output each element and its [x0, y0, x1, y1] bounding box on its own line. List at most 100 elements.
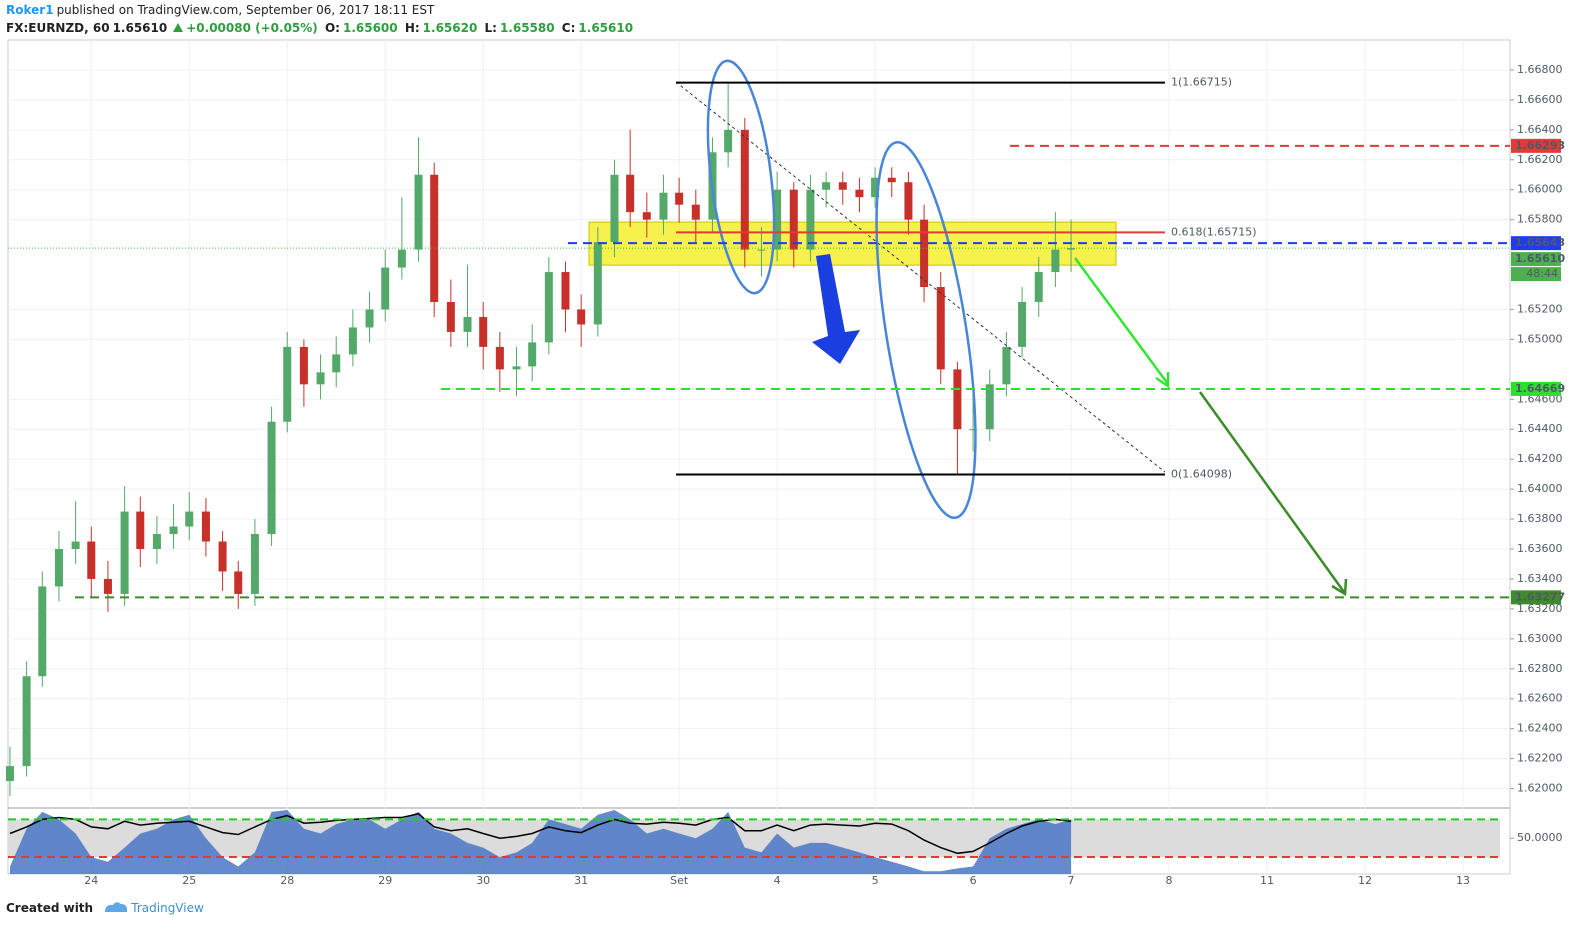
y-tick-label: 1.63400 [1517, 572, 1563, 585]
fib-label: 0(1.64098) [1171, 467, 1232, 480]
candle-body [675, 192, 684, 205]
candle-body [593, 242, 602, 325]
author: Roker1 [6, 3, 54, 17]
y-tick-label: 1.63600 [1517, 542, 1563, 555]
symbol: FX:EURNZD, 60 [6, 21, 110, 35]
candle-body [185, 511, 194, 527]
candle-body [397, 249, 406, 268]
candle-body [855, 189, 864, 198]
y-tick-label: 1.65800 [1517, 213, 1563, 226]
last-price-tag [1511, 252, 1561, 267]
y-tick-label: 1.62400 [1517, 722, 1563, 735]
logo [105, 902, 128, 912]
y-tick-label: 1.62000 [1517, 782, 1563, 795]
y-tick-label: 50.0000 [1517, 831, 1563, 844]
candle-body [544, 272, 553, 343]
candle-body [887, 177, 896, 183]
candle-body [283, 346, 292, 422]
candle-body [512, 366, 521, 370]
arrow-head [1155, 372, 1170, 389]
y-tick-label: 1.62600 [1517, 692, 1563, 705]
candle-body [54, 549, 63, 587]
candle-body [381, 267, 390, 310]
candle-body [838, 182, 847, 190]
candle-body [871, 177, 880, 198]
y-tick-label: 1.66200 [1517, 153, 1563, 166]
created-with: Created with [6, 901, 94, 915]
footer: Created with TradingView [6, 898, 204, 915]
candle-body [642, 212, 651, 220]
symbol-line: FX:EURNZD, 60 1.65610 +0.00080 (+0.05%) O:… [6, 21, 636, 35]
candle-body [218, 541, 227, 572]
x-tick-label: Set [670, 874, 689, 887]
candle-body [740, 129, 749, 250]
x-tick-label: 29 [378, 874, 392, 887]
candle-body [528, 342, 537, 367]
candle-body [495, 346, 504, 370]
drawings [675, 59, 1348, 597]
candle-body [1067, 248, 1076, 250]
candle-body [920, 219, 929, 288]
candle-body [659, 192, 668, 220]
x-tick-label: 13 [1456, 874, 1470, 887]
candle-body [446, 301, 455, 332]
fib-trend-line [675, 81, 1166, 473]
publish-line: Roker1 published on TradingView.com, Sept… [6, 3, 437, 17]
x-tick-label: 8 [1166, 874, 1173, 887]
y-tick-label: 1.62800 [1517, 662, 1563, 675]
candle-body [348, 327, 357, 355]
projection-arrow [1073, 257, 1170, 385]
level-label: 1.65643 [1515, 236, 1565, 249]
y-tick-label: 1.63800 [1517, 512, 1563, 525]
candle-body [87, 541, 96, 579]
candle-body [299, 346, 308, 385]
candle-body [414, 174, 423, 250]
y-tick-label: 1.64400 [1517, 422, 1563, 435]
candle-body [1034, 272, 1043, 302]
candle-body [806, 189, 815, 250]
level-label: 1.63277 [1515, 590, 1565, 603]
y-tick-label: 1.64000 [1517, 482, 1563, 495]
x-tick-label: 12 [1358, 874, 1372, 887]
candle-body [969, 429, 978, 431]
fib-label: 1(1.66715) [1171, 76, 1232, 89]
up-triangle [173, 23, 184, 32]
x-tick-label: 11 [1260, 874, 1274, 887]
last-price-label: 1.65610 [1515, 252, 1565, 265]
candle-body [5, 766, 14, 782]
candle-body [773, 189, 782, 250]
candle-body [1002, 346, 1011, 385]
down-arrow [812, 254, 860, 364]
candle-body [904, 182, 913, 220]
candle-body [936, 287, 945, 370]
y-tick-label: 1.66400 [1517, 123, 1563, 136]
candle-body [38, 586, 47, 677]
candle-body [463, 316, 472, 332]
candle-body [757, 249, 766, 251]
x-tick-label: 4 [774, 874, 781, 887]
highlight-ellipse [875, 140, 977, 520]
candle-body [691, 204, 700, 220]
chart: 24 25 28 29 30 31 Set 4 5 6 7 8 11 12 13 1.62000 1.62200… [5, 39, 1565, 887]
published: published on TradingView.com, September … [56, 3, 435, 17]
ohlc-value: 1.65580 [499, 21, 555, 35]
candle-body [610, 174, 619, 243]
candle-body [577, 309, 586, 325]
level-label: 1.66293 [1515, 139, 1565, 152]
ohlc-value: 1.65620 [422, 21, 478, 35]
x-tick-label: 28 [280, 874, 294, 887]
candle-body [626, 174, 635, 213]
last: 1.65610 [112, 21, 168, 35]
fib-label: 0.618(1.65715) [1171, 225, 1257, 238]
x-tick-label: 7 [1068, 874, 1075, 887]
countdown-tag [1511, 267, 1561, 282]
y-tick-label: 1.66600 [1517, 93, 1563, 106]
level-label: 1.64669 [1515, 382, 1565, 395]
ohlc-value: 1.65600 [342, 21, 398, 35]
candle-body [1018, 301, 1027, 347]
candle-body [169, 526, 178, 535]
candle-body [789, 189, 798, 250]
pane-frame [7, 39, 1511, 875]
candle-body [953, 369, 962, 430]
x-tick-label: 25 [182, 874, 196, 887]
